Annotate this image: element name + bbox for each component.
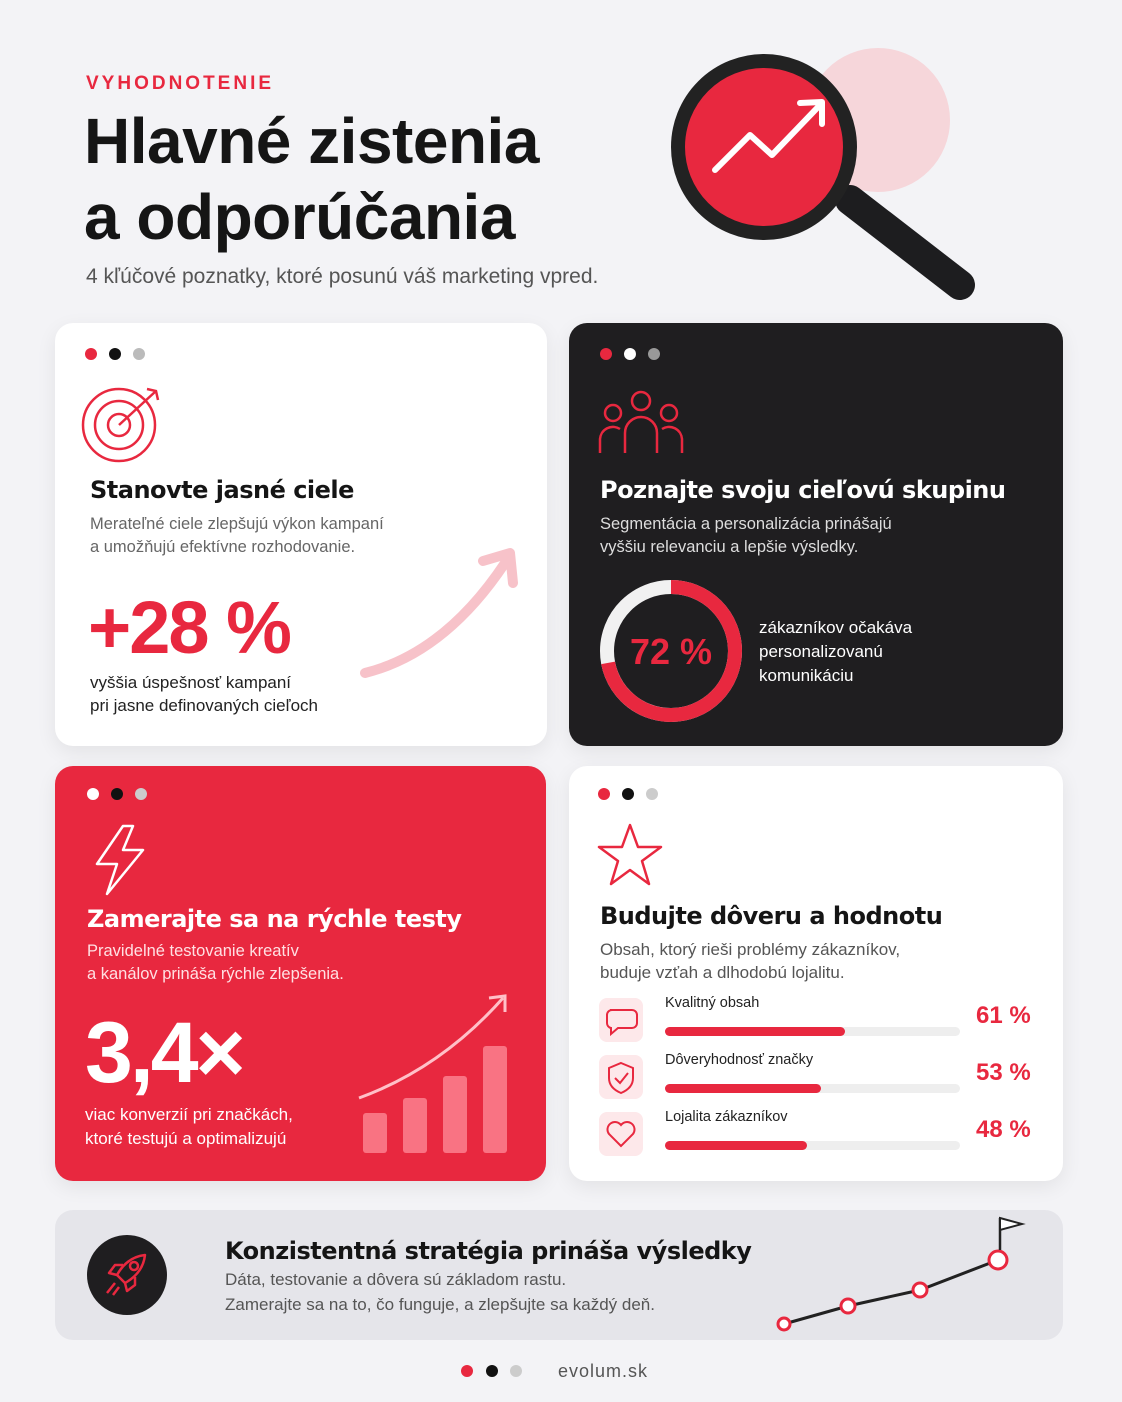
card-text: Merateľné ciele zlepšujú výkon kampaní xyxy=(90,515,384,533)
bolt-icon xyxy=(95,824,145,896)
star-icon xyxy=(597,823,663,886)
banner-title: Konzistentná stratégia prináša výsledky xyxy=(225,1237,752,1265)
card: Poznajte svoju cieľovú skupinu Segmentác… xyxy=(569,323,1063,746)
donut-arc xyxy=(600,580,742,722)
bar-label: Lojalita zákazníkov xyxy=(665,1109,788,1125)
banner-text: Dáta, testovanie a dôvera sú základom ra… xyxy=(225,1270,567,1289)
title: Hlavné zistenia xyxy=(84,105,539,177)
bar-label: Dôveryhodnosť značky xyxy=(665,1052,814,1068)
caption: vyššia úspešnosť kampaní xyxy=(90,673,292,692)
caption: pri jasne definovaných cieľoch xyxy=(90,696,318,715)
rocket-icon xyxy=(87,1235,167,1315)
card-text: a kanálov prináša rýchle zlepšenia. xyxy=(87,965,344,983)
caption: ktoré testujú a optimalizujú xyxy=(85,1129,287,1148)
bar xyxy=(665,1027,845,1036)
card: Stanovte jasné ciele Merateľné ciele zle… xyxy=(55,323,547,746)
card: Zamerajte sa na rýchle testy Pravidelné … xyxy=(55,766,546,1181)
bar-icon xyxy=(599,998,643,1042)
target-icon xyxy=(81,387,160,463)
caption: viac konverzií pri značkách, xyxy=(85,1105,293,1124)
bar-label: Kvalitný obsah xyxy=(665,995,760,1011)
progress-path xyxy=(776,1216,1026,1332)
card-title: Zamerajte sa na rýchle testy xyxy=(87,905,462,933)
card-text: buduje vzťah a dlhodobú lojalitu. xyxy=(600,963,845,982)
subtitle: 4 kľúčové poznatky, ktoré posunú váš mar… xyxy=(86,265,599,288)
bar-icon xyxy=(599,1055,643,1099)
bar-track xyxy=(665,1141,960,1150)
figure: 3,4× xyxy=(85,1005,246,1101)
card-title: Budujte dôveru a hodnotu xyxy=(600,902,943,930)
arrow-decoration xyxy=(360,548,518,678)
people-icon xyxy=(598,390,684,453)
bar-icon xyxy=(599,1112,643,1156)
bar xyxy=(665,1141,807,1150)
footer-site: evolum.sk xyxy=(558,1361,649,1381)
icon xyxy=(606,1009,638,1037)
card-text: Obsah, ktorý rieši problémy zákazníkov, xyxy=(600,940,901,959)
magnifier xyxy=(671,48,975,300)
figure: +28 % xyxy=(88,586,292,669)
card-text: Pravidelné testovanie kreatív xyxy=(87,942,299,960)
card: Budujte dôveru a hodnotu Obsah, ktorý ri… xyxy=(569,766,1063,1181)
bar xyxy=(665,1084,822,1093)
bar-value: 48 % xyxy=(976,1116,1031,1143)
bar-value: 53 % xyxy=(976,1059,1031,1086)
caption: zákazníkov očakáva xyxy=(759,618,913,637)
card-text: vyššiu relevanciu a lepšie výsledky. xyxy=(600,538,859,556)
banner-text: Zamerajte sa na to, čo funguje, a zlepšu… xyxy=(225,1295,655,1314)
caption: komunikáciu xyxy=(759,666,854,685)
card-title: Poznajte svoju cieľovú skupinu xyxy=(600,476,1006,504)
growth-decoration xyxy=(358,994,507,1153)
bar-value: 61 % xyxy=(976,1002,1031,1029)
caption: personalizovanú xyxy=(759,642,883,661)
title: a odporúčania xyxy=(84,181,515,253)
icon xyxy=(606,1121,636,1148)
eyebrow: VYHODNOTENIE xyxy=(86,73,275,94)
card-text: a umožňujú efektívne rozhodovanie. xyxy=(90,538,356,556)
icon xyxy=(608,1061,634,1095)
donut-label: 72 % xyxy=(629,631,713,672)
banner: Konzistentná stratégia prináša výsledky … xyxy=(55,1210,1063,1340)
card-title: Stanovte jasné ciele xyxy=(90,476,354,504)
donut xyxy=(600,580,742,722)
card-text: Segmentácia a personalizácia prinášajú xyxy=(600,515,892,533)
